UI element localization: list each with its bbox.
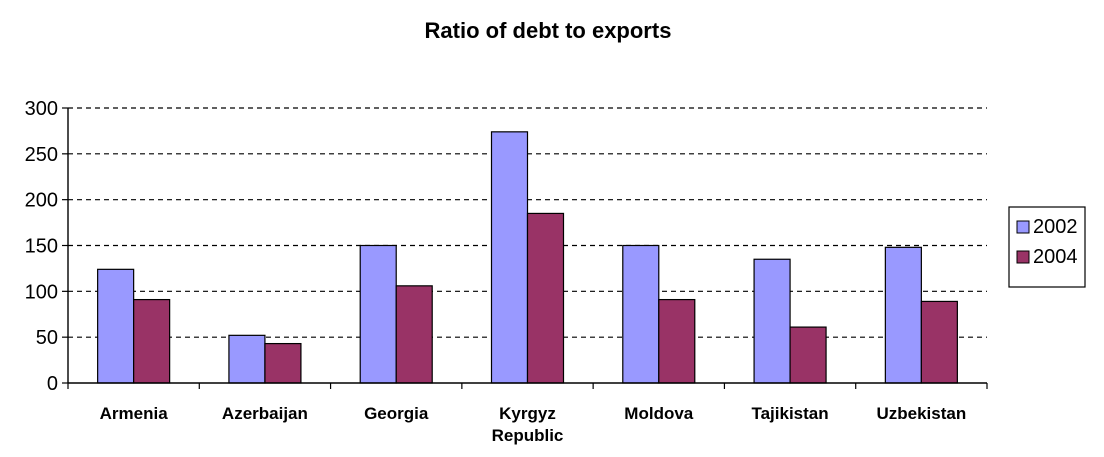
legend-label-2004: 2004	[1033, 246, 1078, 268]
x-tick-label: Georgia	[364, 404, 429, 423]
legend-box	[1008, 206, 1086, 288]
legend-label-2002: 2002	[1033, 216, 1078, 238]
x-tick-label: Uzbekistan	[876, 404, 966, 423]
y-tick-label: 50	[36, 327, 58, 349]
bar-2002-uzbekistan	[884, 246, 922, 384]
y-tick-label: 0	[47, 373, 58, 395]
legend-swatch-2004	[1016, 250, 1030, 264]
bar-2002-azerbaijan	[228, 334, 266, 384]
x-tick-label: Kyrgyz Republic	[492, 404, 564, 445]
bar-2002-armenia	[97, 268, 135, 384]
bar-2004-tajikistan	[789, 326, 827, 384]
y-tick-label: 100	[25, 281, 58, 303]
y-tick-label: 150	[25, 236, 58, 258]
bar-2004-armenia	[133, 298, 171, 384]
legend: 2002 2004	[1008, 206, 1086, 288]
bar-2002-kyrgyz-republic	[490, 131, 529, 384]
y-tick-label: 250	[25, 144, 58, 166]
bar-2004-kyrgyz-republic	[526, 212, 565, 384]
y-axis-ticks: 0 50 100 150 200 250 300	[25, 98, 68, 395]
bar-2002-moldova	[622, 244, 660, 384]
bar-2004-georgia	[395, 285, 433, 384]
bar-2002-georgia	[359, 244, 397, 384]
y-tick-label: 300	[25, 98, 58, 120]
bars	[97, 131, 958, 384]
bar-2002-tajikistan	[753, 258, 791, 384]
chart-title: Ratio of debt to exports	[425, 18, 672, 43]
y-tick-label: 200	[25, 190, 58, 212]
bar-2004-azerbaijan	[264, 342, 302, 384]
x-tick-label: Tajikistan	[751, 404, 828, 423]
bar-2004-moldova	[658, 298, 696, 384]
x-tick-label: Moldova	[624, 404, 693, 423]
x-axis-ticks: Armenia Azerbaijan Georgia Kyrgyz Republic Mo…	[67, 383, 988, 445]
x-tick-label: Azerbaijan	[222, 404, 308, 423]
legend-swatch-2002	[1016, 220, 1030, 234]
x-tick-label: Armenia	[100, 404, 169, 423]
bar-2004-uzbekistan	[920, 300, 958, 384]
